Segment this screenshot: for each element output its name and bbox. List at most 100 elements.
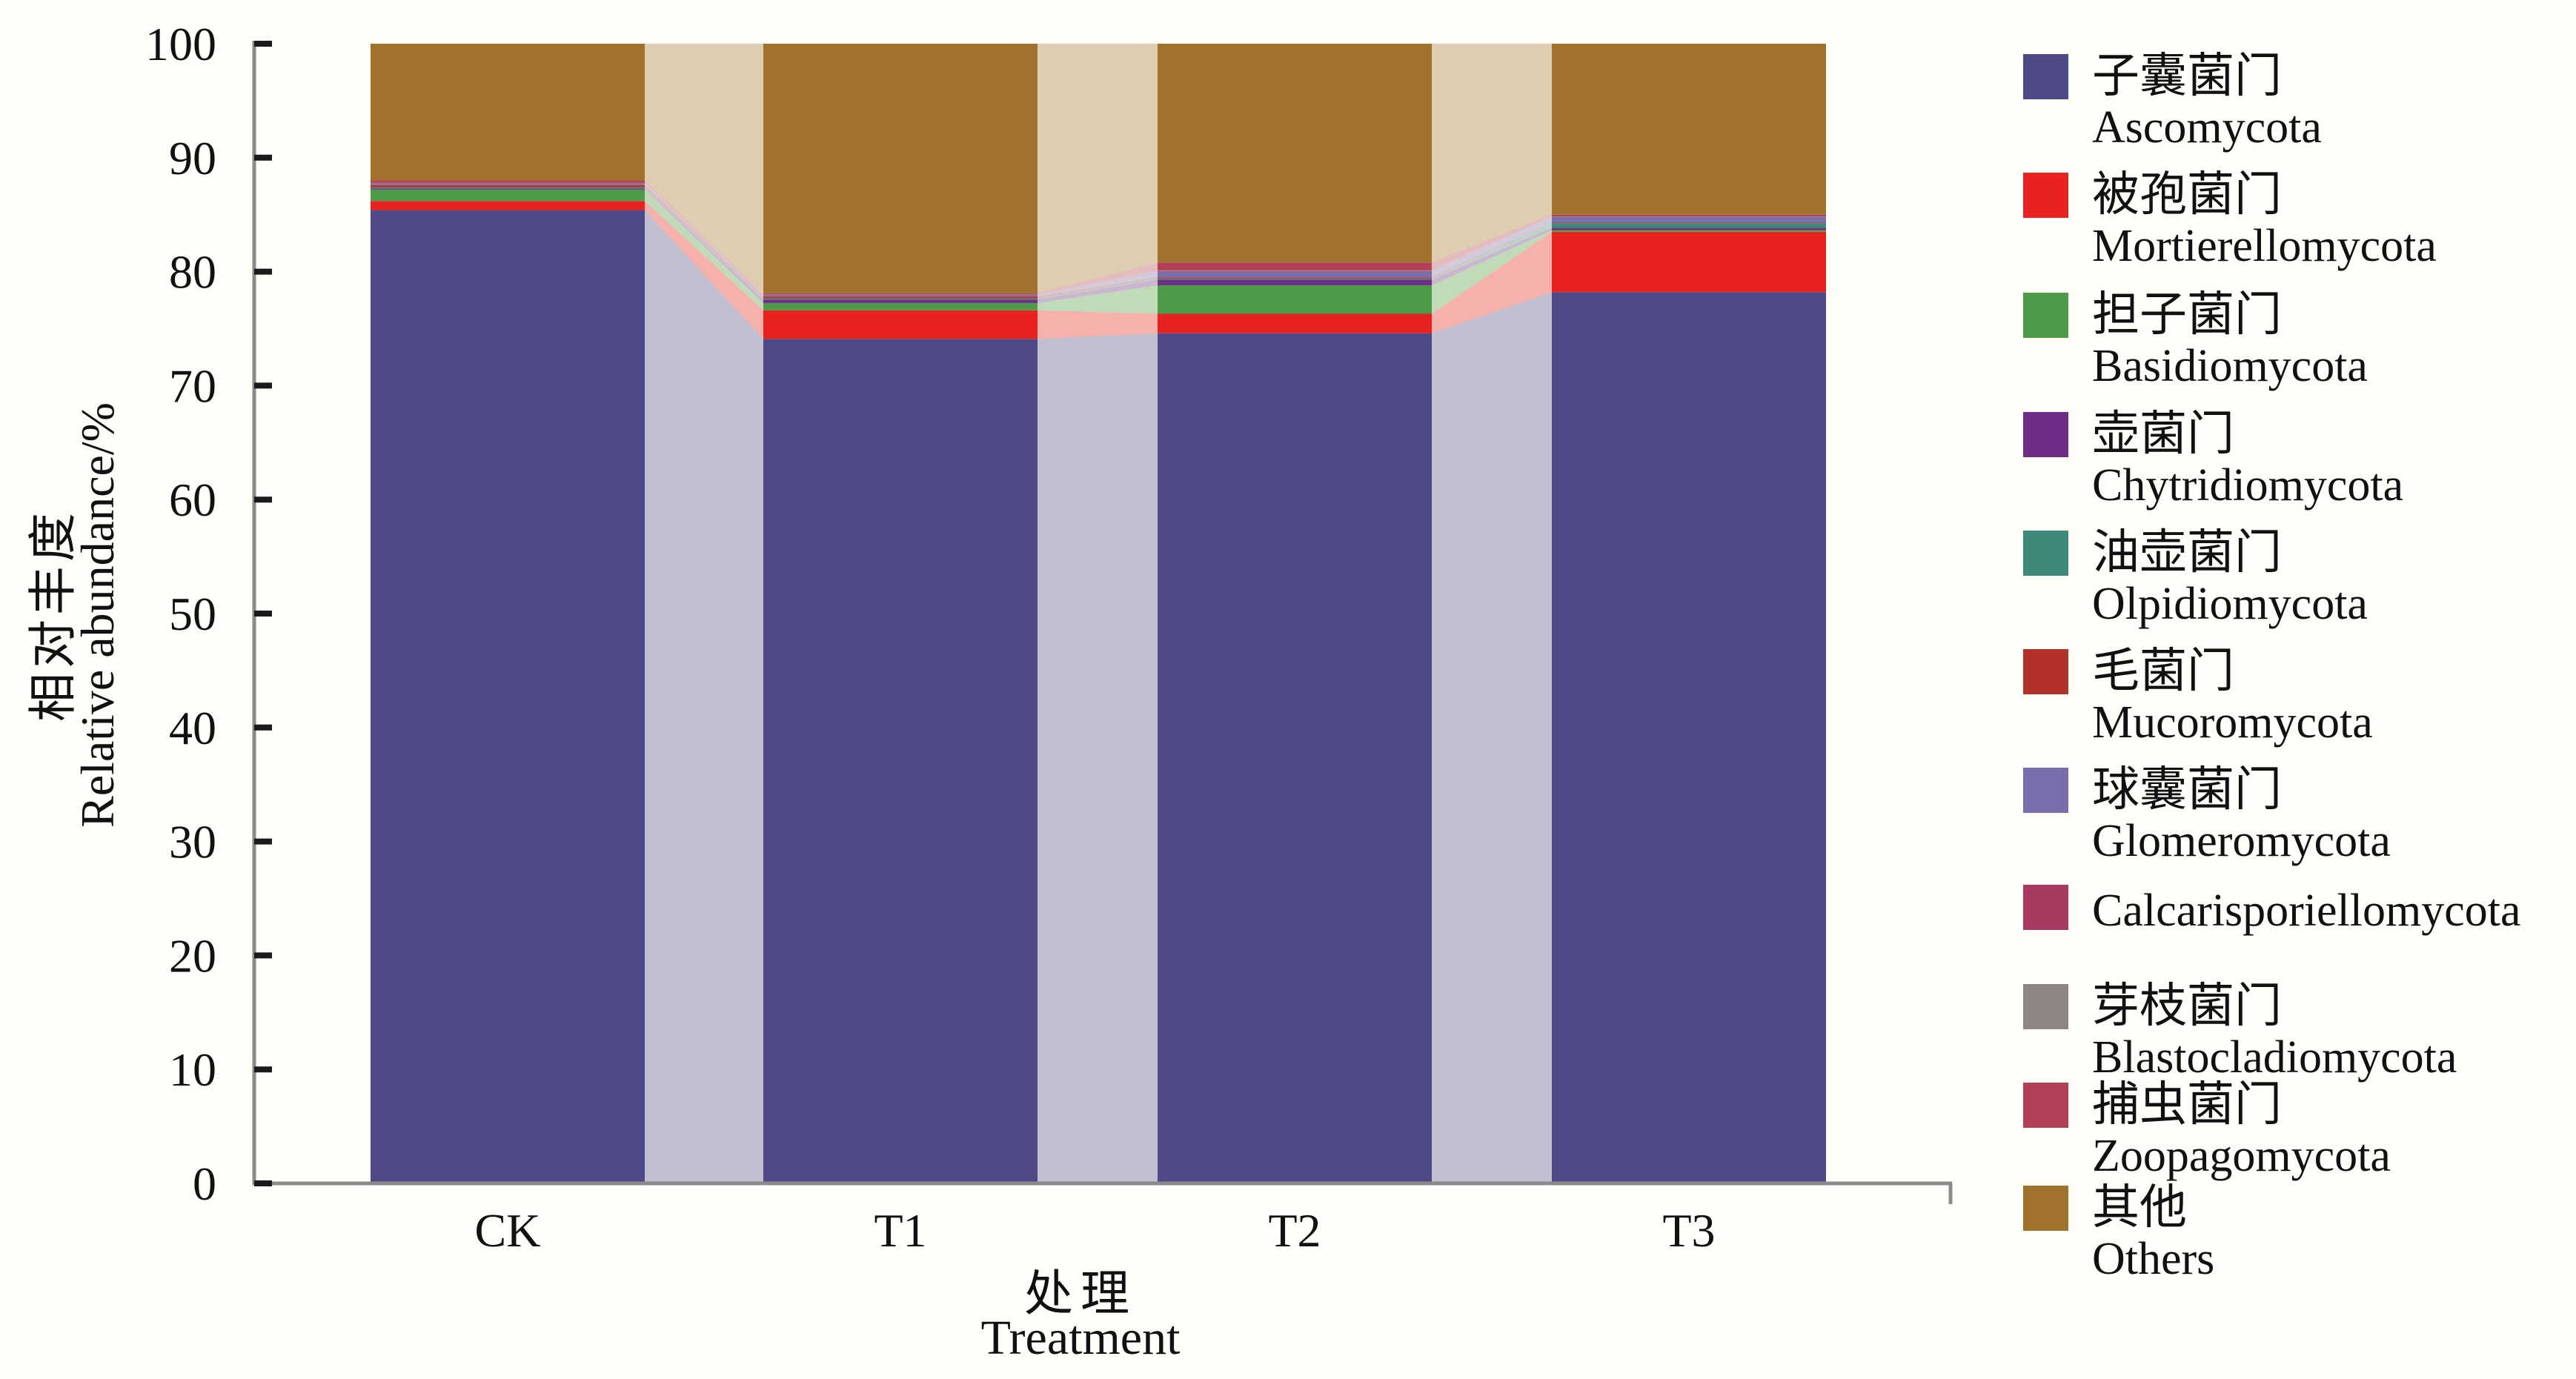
legend-swatch-Olpidiomycota [2023, 531, 2068, 576]
legend-swatch-Glomeromycota [2023, 768, 2068, 813]
bar-segment-CK-Ascomycota [371, 210, 645, 1184]
legend-swatch-Calcarisporiellomycota [2023, 885, 2068, 930]
bar-segment-CK-Mortierellomycota [371, 201, 645, 210]
legend-labels: Calcarisporiellomycota [2092, 880, 2520, 935]
bar-segment-T1-Olpidiomycota [763, 298, 1038, 300]
legend-labels: 毛菌门 Mucoromycota [2092, 645, 2373, 747]
bar-segment-CK-Chytridiomycota [371, 188, 645, 190]
x-axis-title-en: Treatment [980, 1311, 1181, 1365]
ribbon-T1-T2-Basidiomycota [1038, 285, 1158, 314]
legend-item-Glomeromycota: 球囊菌门 Glomeromycota [2023, 763, 2391, 865]
y-tick-label-70: 70 [169, 359, 216, 412]
x-category-label-T2: T2 [1268, 1204, 1321, 1257]
y-tick-label-90: 90 [169, 132, 216, 185]
y-tick-label-30: 30 [169, 816, 216, 868]
legend-labels: 芽枝菌门 Blastocladiomycota [2092, 980, 2457, 1082]
legend-label-zh-Basidiomycota: 担子菌门 [2092, 288, 2282, 341]
ribbon-T2-T3-Olpidiomycota [1432, 223, 1552, 280]
bar-segment-T3-Others [1552, 44, 1826, 215]
ribbon-CK-T1-Zoopagomycota [645, 180, 763, 295]
legend-swatch-Mortierellomycota [2023, 173, 2068, 218]
bar-segment-CK-Zoopagomycota [371, 180, 645, 183]
bar-segment-T2-Olpidiomycota [1158, 278, 1432, 280]
ribbon-T2-T3-Calcarisporiellomycota [1432, 216, 1552, 272]
bar-segment-T1-Basidiomycota [763, 302, 1038, 310]
legend-label-en-Ascomycota: Ascomycota [2092, 102, 2322, 153]
legend-label-en-Zoopagomycota: Zoopagomycota [2092, 1131, 2391, 1181]
bar-segment-T3-Ascomycota [1552, 292, 1826, 1184]
legend-label-en-Glomeromycota: Glomeromycota [2092, 816, 2391, 866]
legend-label-en-Basidiomycota: Basidiomycota [2092, 341, 2368, 391]
legend-label-en-Mortierellomycota: Mortierellomycota [2092, 221, 2437, 271]
bar-segment-CK-Calcarisporiellomycota [371, 183, 645, 185]
ribbon-T1-T2-Mucoromycota [1038, 277, 1158, 299]
ribbon-CK-T1-Others [645, 44, 763, 293]
bar-segment-T3-Mucoromycota [1552, 222, 1826, 224]
y-tick-label-0: 0 [193, 1157, 216, 1210]
legend-item-Ascomycota: 子囊菌门 Ascomycota [2023, 50, 2322, 152]
bar-segment-T2-Chytridiomycota [1158, 279, 1432, 286]
ribbon-T1-T2-Chytridiomycota [1038, 279, 1158, 303]
legend-swatch-Chytridiomycota [2023, 412, 2068, 457]
ribbon-T2-T3-Chytridiomycota [1432, 227, 1552, 286]
bar-segment-CK-Blastocladiomycota [371, 182, 645, 184]
bar-segment-T2-Calcarisporiellomycota [1158, 270, 1432, 272]
ribbon-CK-T1-Mucoromycota [645, 185, 763, 299]
legend-labels: 子囊菌门 Ascomycota [2092, 50, 2322, 152]
ribbon-T1-T2-Olpidiomycota [1038, 278, 1158, 300]
legend-item-Mortierellomycota: 被孢菌门 Mortierellomycota [2023, 168, 2437, 270]
bar-segment-CK-Olpidiomycota [371, 187, 645, 189]
legend-labels: 被孢菌门 Mortierellomycota [2092, 168, 2437, 270]
bar-segment-T2-Basidiomycota [1158, 285, 1432, 314]
legend-label-zh-Olpidiomycota: 油壶菌门 [2092, 526, 2282, 579]
legend-labels: 壶菌门 Chytridiomycota [2092, 408, 2403, 510]
bar-segment-T2-Blastocladiomycota [1158, 270, 1432, 271]
legend-label-zh-Chytridiomycota: 壶菌门 [2092, 408, 2234, 460]
legend-item-Calcarisporiellomycota: Calcarisporiellomycota [2023, 880, 2520, 935]
legend-label-zh-Mucoromycota: 毛菌门 [2092, 645, 2234, 697]
bar-segment-T3-Zoopagomycota [1552, 214, 1826, 217]
ribbon-T2-T3-Basidiomycota [1432, 230, 1552, 314]
ribbon-CK-T1-Ascomycota [645, 210, 763, 1184]
legend-label-en-Chytridiomycota: Chytridiomycota [2092, 460, 2404, 511]
ribbon-CK-T1-Glomeromycota [645, 184, 763, 297]
ribbon-T1-T2-Blastocladiomycota [1038, 270, 1158, 296]
bar-segment-T3-Olpidiomycota [1552, 223, 1826, 228]
bar-segment-T1-Others [763, 44, 1038, 293]
legend-item-Blastocladiomycota: 芽枝菌门 Blastocladiomycota [2023, 980, 2457, 1082]
legend-item-Others: 其他 Others [2023, 1181, 2214, 1283]
bar-segment-T2-Mucoromycota [1158, 277, 1432, 279]
ribbon-CK-T1-Calcarisporiellomycota [645, 183, 763, 296]
ribbon-CK-T1-Basidiomycota [645, 189, 763, 310]
legend-label-en-Olpidiomycota: Olpidiomycota [2092, 579, 2368, 629]
ribbon-CK-T1-Chytridiomycota [645, 188, 763, 303]
bar-segment-T1-Mucoromycota [763, 296, 1038, 299]
legend-item-Olpidiomycota: 油壶菌门 Olpidiomycota [2023, 526, 2368, 628]
bar-segment-T1-Glomeromycota [763, 295, 1038, 297]
legend-labels: 担子菌门 Basidiomycota [2092, 288, 2368, 391]
ribbon-T2-T3-Glomeromycota [1432, 216, 1552, 278]
ribbon-T2-T3-Mortierellomycota [1432, 231, 1552, 333]
ribbon-CK-T1-Blastocladiomycota [645, 182, 763, 296]
legend-label-zh-Others: 其他 [2092, 1181, 2187, 1234]
legend-item-Basidiomycota: 担子菌门 Basidiomycota [2023, 288, 2368, 391]
bar-segment-T1-Chytridiomycota [763, 299, 1038, 303]
y-tick-label-100: 100 [145, 18, 216, 70]
legend-swatch-Others [2023, 1186, 2068, 1231]
legend-label-en-Others: Others [2092, 1234, 2215, 1284]
legend-label-zh-Blastocladiomycota: 芽枝菌门 [2092, 980, 2282, 1032]
bar-segment-T1-Zoopagomycota [763, 293, 1038, 295]
legend-label-zh-Ascomycota: 子囊菌门 [2092, 50, 2282, 102]
bar-segment-T1-Calcarisporiellomycota [763, 295, 1038, 296]
legend: 子囊菌门 Ascomycota 被孢菌门 Mortierellomycota 担子菌门 B… [2023, 0, 2576, 1379]
y-axis-title-en: Relative abundance/% [71, 402, 124, 828]
legend-labels: 球囊菌门 Glomeromycota [2092, 763, 2391, 865]
legend-swatch-Zoopagomycota [2023, 1083, 2068, 1128]
legend-labels: 其他 Others [2092, 1181, 2214, 1283]
legend-label-zh-Mortierellomycota: 被孢菌门 [2092, 168, 2282, 221]
y-tick-label-10: 10 [169, 1043, 216, 1096]
bar-segment-T3-Glomeromycota [1552, 216, 1826, 223]
bar-segment-CK-Mucoromycota [371, 185, 645, 187]
legend-label-en-Mucoromycota: Mucoromycota [2092, 697, 2373, 748]
